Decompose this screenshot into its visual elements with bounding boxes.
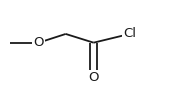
Text: O: O xyxy=(88,71,99,84)
Text: Cl: Cl xyxy=(123,27,136,40)
Text: O: O xyxy=(33,36,44,49)
